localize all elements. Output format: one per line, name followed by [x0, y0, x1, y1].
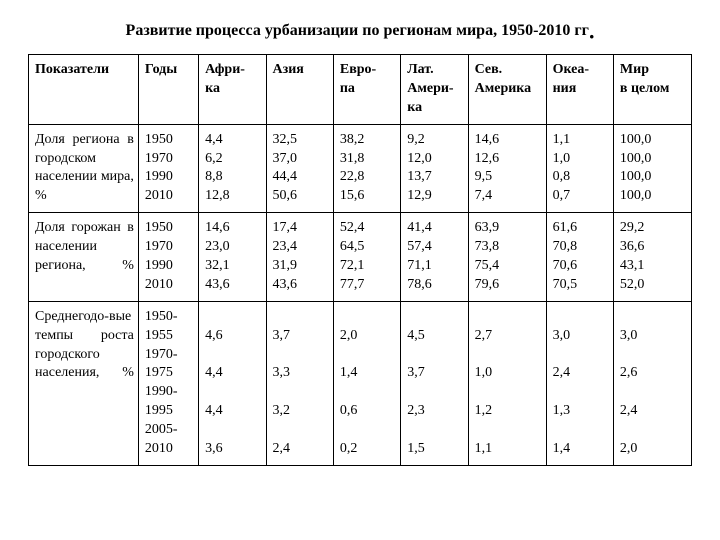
table-row: Доля региона в городском населении мира,… [29, 124, 692, 213]
cell-asia: 32,5 37,0 44,4 50,6 [266, 124, 333, 213]
cell-europe: 38,2 31,8 22,8 15,6 [333, 124, 400, 213]
header-indicator: Показатели [29, 55, 139, 125]
cell-namerica: 14,6 12,6 9,5 7,4 [468, 124, 546, 213]
cell-africa: 14,6 23,0 32,1 43,6 [199, 213, 266, 302]
cell-indicator: Доля региона в городском населении мира,… [29, 124, 139, 213]
table-row: Доля горожан в населении региона, % 1950… [29, 213, 692, 302]
cell-world: 3,0 2,6 2,4 2,0 [613, 301, 691, 465]
cell-oceania: 3,0 2,4 1,3 1,4 [546, 301, 613, 465]
page-title: Развитие процесса урбанизации по региона… [28, 18, 692, 54]
cell-years: 1950 1970 1990 2010 [138, 213, 198, 302]
cell-africa: 4,4 6,2 8,8 12,8 [199, 124, 266, 213]
cell-years: 1950 1970 1990 2010 [138, 124, 198, 213]
header-years: Годы [138, 55, 198, 125]
header-asia: Азия [266, 55, 333, 125]
cell-oceania: 61,6 70,8 70,6 70,5 [546, 213, 613, 302]
cell-years: 1950- 1955 1970- 1975 1990- 1995 2005- 2… [138, 301, 198, 465]
cell-indicator: Доля горожан в населении региона, % [29, 213, 139, 302]
cell-latam: 41,4 57,4 71,1 78,6 [401, 213, 468, 302]
cell-latam: 9,2 12,0 13,7 12,9 [401, 124, 468, 213]
cell-indicator: Среднегодо-вые темпы роста городского на… [29, 301, 139, 465]
header-africa: Афри- ка [199, 55, 266, 125]
cell-europe: 52,4 64,5 72,1 77,7 [333, 213, 400, 302]
cell-europe: 2,0 1,4 0,6 0,2 [333, 301, 400, 465]
urbanization-table: Показатели Годы Афри- ка Азия Евро- па Л… [28, 54, 692, 466]
cell-world: 100,0 100,0 100,0 100,0 [613, 124, 691, 213]
cell-africa: 4,6 4,4 4,4 3,6 [199, 301, 266, 465]
table-row: Среднегодо-вые темпы роста городского на… [29, 301, 692, 465]
cell-world: 29,2 36,6 43,1 52,0 [613, 213, 691, 302]
title-text: Развитие процесса урбанизации по региона… [126, 22, 589, 39]
cell-namerica: 63,9 73,8 75,4 79,6 [468, 213, 546, 302]
title-dot: . [589, 18, 595, 43]
header-latam: Лат. Амери- ка [401, 55, 468, 125]
header-oceania: Океа- ния [546, 55, 613, 125]
header-row: Показатели Годы Афри- ка Азия Евро- па Л… [29, 55, 692, 125]
header-world: Мир в целом [613, 55, 691, 125]
cell-oceania: 1,1 1,0 0,8 0,7 [546, 124, 613, 213]
header-europe: Евро- па [333, 55, 400, 125]
cell-asia: 17,4 23,4 31,9 43,6 [266, 213, 333, 302]
header-namerica: Сев. Америка [468, 55, 546, 125]
cell-namerica: 2,7 1,0 1,2 1,1 [468, 301, 546, 465]
cell-latam: 4,5 3,7 2,3 1,5 [401, 301, 468, 465]
cell-asia: 3,7 3,3 3,2 2,4 [266, 301, 333, 465]
